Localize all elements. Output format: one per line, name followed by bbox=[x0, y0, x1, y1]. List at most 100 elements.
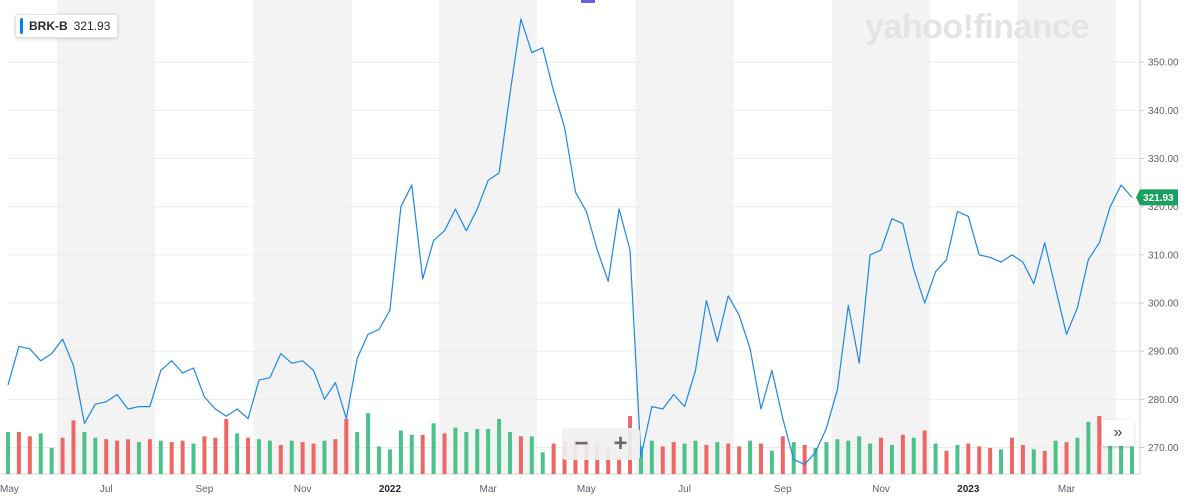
volume-bar bbox=[104, 439, 109, 474]
volume-bar bbox=[27, 436, 32, 474]
volume-bar bbox=[136, 442, 141, 474]
volume-bar bbox=[355, 431, 360, 474]
volume-bar bbox=[1086, 421, 1091, 474]
volume-bar bbox=[377, 446, 382, 474]
volume-bar bbox=[6, 431, 10, 474]
x-axis: May Jul Sep Nov 2022 Mar May Jul Sep Nov 2023 Mar bbox=[0, 484, 1076, 495]
volume-bar bbox=[213, 437, 218, 474]
x-tick-label: Mar bbox=[1058, 484, 1076, 495]
volume-bar bbox=[464, 431, 469, 474]
volume-bar bbox=[518, 436, 523, 474]
volume-bar bbox=[879, 437, 884, 474]
volume-bar bbox=[693, 440, 698, 474]
volume-bar bbox=[115, 440, 120, 474]
volume-bar bbox=[486, 429, 491, 474]
volume-bar bbox=[49, 447, 54, 474]
x-tick-label: Sep bbox=[196, 484, 214, 495]
x-tick-label: 2023 bbox=[957, 484, 980, 495]
volume-bar bbox=[857, 436, 862, 474]
volume-bar bbox=[344, 418, 349, 474]
y-tick-label: 340.00 bbox=[1148, 106, 1179, 117]
x-tick-label: Sep bbox=[774, 484, 792, 495]
y-tick-label: 320.00 bbox=[1148, 202, 1179, 213]
volume-bar bbox=[835, 439, 840, 474]
volume-bar bbox=[748, 440, 753, 474]
volume-bar bbox=[966, 443, 971, 474]
price-line-layer bbox=[7, 18, 1133, 465]
volume-bar bbox=[82, 431, 87, 474]
y-tick-label: 280.00 bbox=[1148, 395, 1179, 406]
month-band bbox=[57, 0, 156, 474]
volume-bar bbox=[431, 423, 436, 474]
grid-lines bbox=[0, 0, 1144, 475]
volume-bar bbox=[911, 437, 916, 474]
volume-bar bbox=[158, 440, 163, 474]
volume-bar bbox=[420, 434, 425, 474]
x-tick-label: Nov bbox=[872, 484, 890, 495]
volume-bar bbox=[529, 436, 534, 474]
yahoo-finance-logo: yahoo!finance bbox=[865, 8, 1089, 46]
volume-bar bbox=[900, 434, 905, 474]
y-axis: 270.00 280.00 290.00 300.00 310.00 320.00 330.… bbox=[1148, 58, 1179, 454]
volume-bar bbox=[780, 436, 785, 474]
volume-bar bbox=[977, 446, 982, 474]
volume-bar bbox=[246, 437, 251, 474]
volume-bar bbox=[322, 440, 327, 474]
volume-bar bbox=[507, 431, 512, 474]
month-band bbox=[1017, 0, 1116, 474]
ticker-badge[interactable]: BRK-B 321.93 bbox=[15, 14, 119, 38]
volume-bar bbox=[988, 447, 993, 474]
month-band bbox=[831, 0, 931, 474]
ticker-price: 321.93 bbox=[73, 19, 111, 33]
volume-bar bbox=[224, 418, 229, 474]
volume-bar bbox=[475, 429, 480, 474]
month-band bbox=[635, 0, 734, 474]
volume-bar bbox=[126, 439, 131, 474]
volume-bar bbox=[1053, 440, 1058, 474]
volume-bar bbox=[409, 434, 414, 474]
volume-bar bbox=[999, 449, 1004, 474]
volume-bar bbox=[497, 418, 502, 474]
volume-bar bbox=[704, 445, 709, 474]
volume-bar bbox=[38, 433, 43, 474]
y-tick-label: 310.00 bbox=[1148, 250, 1179, 261]
volume-bar bbox=[540, 452, 545, 474]
y-tick-label: 330.00 bbox=[1148, 154, 1179, 165]
volume-bar bbox=[93, 437, 98, 474]
scroll-right-button[interactable]: » bbox=[1102, 420, 1134, 446]
month-band bbox=[439, 0, 538, 474]
volume-bar bbox=[1042, 450, 1047, 474]
volume-bar bbox=[1064, 442, 1069, 474]
volume-bar bbox=[1119, 442, 1124, 474]
volume-bar bbox=[256, 439, 261, 474]
x-tick-label: Jul bbox=[678, 484, 691, 495]
volume-bar bbox=[1097, 416, 1102, 474]
x-tick-label: Jul bbox=[100, 484, 113, 495]
volume-bar bbox=[16, 431, 21, 474]
volume-bar bbox=[235, 433, 240, 474]
price-line bbox=[7, 18, 1133, 465]
x-tick-label: May bbox=[577, 484, 596, 495]
zoom-in-button[interactable]: + bbox=[613, 430, 628, 457]
zoom-out-button[interactable]: − bbox=[574, 430, 589, 457]
volume-bar bbox=[758, 443, 763, 474]
volume-bar bbox=[1031, 449, 1036, 474]
volume-bar bbox=[267, 440, 272, 474]
volume-bar bbox=[453, 427, 458, 474]
volume-bar bbox=[311, 443, 316, 474]
volume-bar bbox=[191, 443, 196, 474]
last-price-tag-bg bbox=[1136, 189, 1178, 206]
series-color-swatch bbox=[20, 18, 23, 34]
volume-bar bbox=[1075, 437, 1080, 474]
month-bands bbox=[57, 0, 1116, 474]
volume-bar bbox=[889, 445, 894, 474]
volume-bar bbox=[551, 443, 556, 474]
month-band bbox=[253, 0, 352, 474]
volume-bar bbox=[202, 436, 207, 474]
volume-bar bbox=[802, 445, 807, 474]
volume-bar bbox=[1009, 437, 1014, 474]
volume-bar bbox=[169, 442, 174, 474]
volume-bar bbox=[333, 439, 338, 474]
volume-bar bbox=[769, 450, 774, 474]
